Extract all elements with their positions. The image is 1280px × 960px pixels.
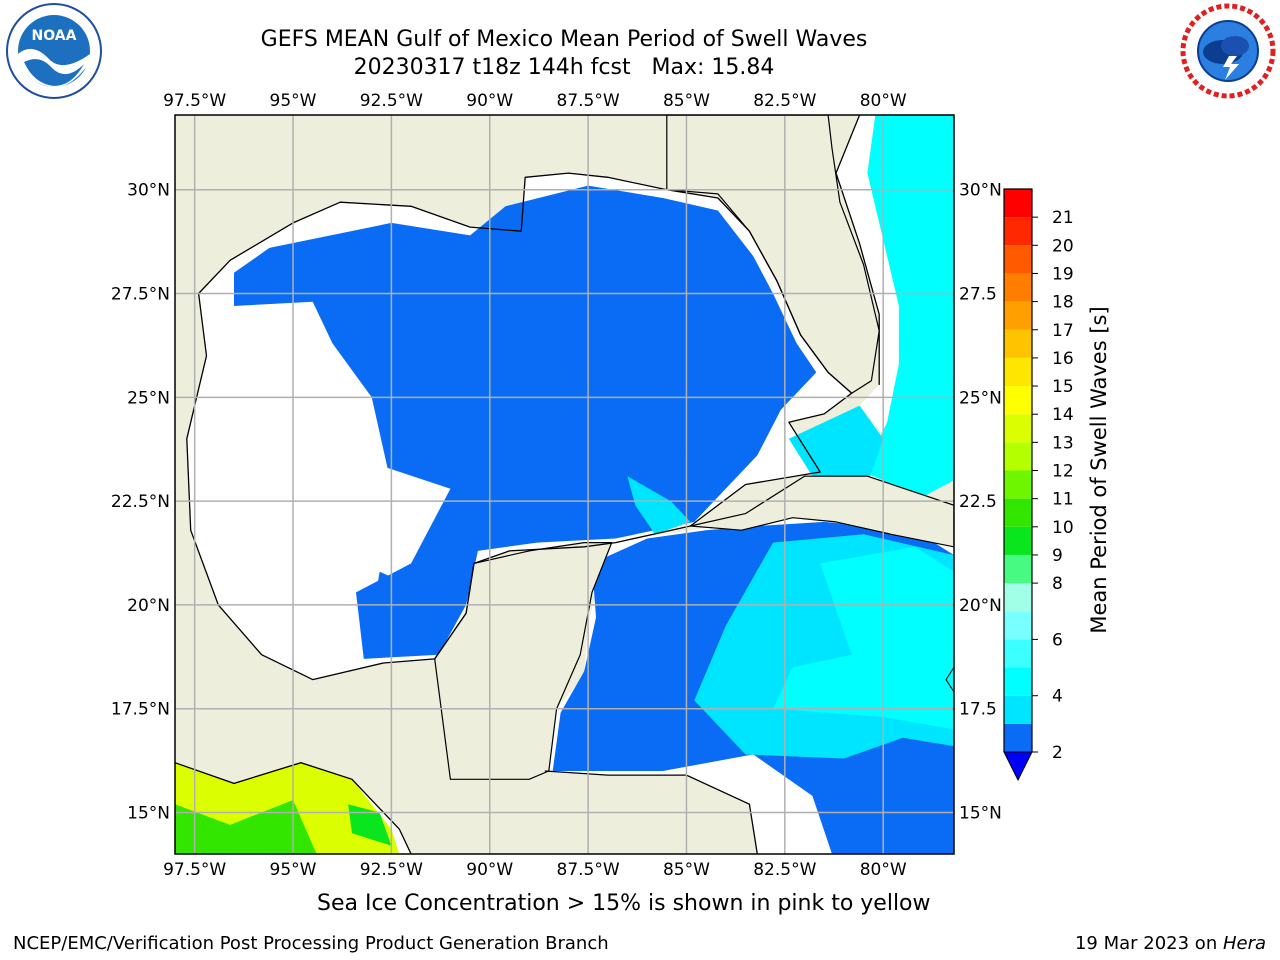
colorbar-swatch	[1004, 217, 1032, 246]
swell-florida-atlantic	[863, 115, 954, 497]
colorbar-label: Mean Period of Swell Waves [s]	[1087, 306, 1111, 633]
colorbar-swatch	[1004, 442, 1032, 471]
x-tick-label-top: 90°W	[466, 91, 513, 111]
map-area	[175, 115, 954, 854]
colorbar-tick-label: 17	[1052, 321, 1074, 341]
colorbar-tick-label: 21	[1052, 208, 1074, 228]
y-tick-label-right: 17.5	[959, 700, 997, 720]
x-tick-label-top: 97.5°W	[163, 91, 226, 111]
colorbar-tick-label: 2	[1052, 743, 1063, 763]
x-tick-label-bottom: 95°W	[270, 860, 317, 880]
x-tick-label-top: 95°W	[270, 91, 317, 111]
x-tick-label-bottom: 87.5°W	[557, 860, 620, 880]
colorbar-tick-label: 11	[1052, 490, 1074, 510]
colorbar-swatch	[1004, 611, 1032, 640]
x-tick-label-bottom: 85°W	[663, 860, 710, 880]
atlantic-coastline	[835, 115, 880, 385]
swell-pacific-coast	[348, 804, 392, 846]
colorbar-swatch	[1004, 667, 1032, 696]
colorbar-swatch	[1004, 386, 1032, 415]
y-tick-label-right: 20°N	[959, 596, 1002, 616]
y-tick-label-right: 30°N	[959, 181, 1002, 201]
x-tick-label-top: 87.5°W	[557, 91, 620, 111]
colorbar-swatch	[1004, 470, 1032, 499]
x-tick-label-bottom: 82.5°W	[753, 860, 816, 880]
y-tick-label-right: 27.5	[959, 285, 997, 305]
swell-campeche	[371, 571, 435, 651]
colorbar-tick-label: 18	[1052, 293, 1074, 313]
footer-producer: NCEP/EMC/Verification Post Processing Pr…	[13, 933, 609, 954]
colorbar-swatch	[1004, 583, 1032, 612]
y-tick-label-left: 15°N	[127, 803, 170, 823]
noaa-logo-text: NOAA	[32, 28, 77, 44]
y-tick-label-left: 25°N	[127, 388, 170, 408]
swell-caribbean-cayman	[773, 546, 954, 730]
colorbar-swatch	[1004, 273, 1032, 302]
footer-date: 19 Mar 2023 on Hera	[1075, 933, 1266, 954]
chart-subtitle: 20230317 t18z 144h fcst Max: 15.84	[353, 55, 775, 80]
colorbar-swatch	[1004, 526, 1032, 555]
colorbar-tick-label: 20	[1052, 236, 1074, 256]
y-tick-label-left: 27.5°N	[111, 285, 170, 305]
colorbar-tick-label: 10	[1052, 518, 1074, 538]
y-tick-label-right: 22.5	[959, 492, 997, 512]
colorbar-tick-label: 13	[1052, 433, 1074, 453]
noaa-logo-icon: NOAA	[2, 2, 106, 104]
colorbar-tick-label: 16	[1052, 349, 1074, 369]
colorbar-swatch	[1004, 245, 1032, 274]
footer-date-text: 19 Mar 2023 on	[1074, 933, 1223, 954]
colorbar: 2 4 6 8 9 10 11 12 13 14 15 16 17 18 19 20 21 Mean Period…	[1003, 188, 1111, 782]
x-tick-label-top: 82.5°W	[753, 91, 816, 111]
nws-logo-icon	[1177, 2, 1279, 104]
colorbar-swatch	[1004, 189, 1032, 218]
x-tick-label-top: 80°W	[860, 91, 907, 111]
y-tick-label-right: 25°N	[959, 388, 1002, 408]
y-tick-label-left: 30°N	[127, 181, 170, 201]
colorbar-swatch	[1004, 498, 1032, 527]
colorbar-swatch	[1004, 329, 1032, 358]
jamaica-coast	[945, 666, 954, 693]
colorbar-swatch	[1004, 554, 1032, 584]
swell-central-gulf	[234, 185, 817, 659]
swell-straits	[788, 405, 884, 485]
map-frame	[174, 114, 955, 855]
gulf-coastline	[186, 172, 853, 681]
y-tick-label-left: 22.5°N	[111, 492, 170, 512]
colorbar-under-triangle	[1003, 751, 1033, 782]
colorbar-swatch	[1004, 723, 1032, 752]
colorbar-tick-label: 12	[1052, 462, 1074, 482]
y-tick-label-left: 20°N	[127, 596, 170, 616]
swell-yucatan-channel	[627, 476, 691, 535]
y-tick-label-left: 17.5°N	[111, 700, 170, 720]
x-tick-label-bottom: 90°W	[466, 860, 513, 880]
colorbar-tick-label: 4	[1052, 687, 1063, 707]
colorbar-tick-label: 14	[1052, 405, 1074, 425]
footer-host: Hera	[1222, 933, 1266, 954]
swell-pacific-green	[175, 800, 317, 854]
swell-central-gulf-inner	[411, 276, 703, 531]
colorbar-tick-label: 8	[1052, 574, 1063, 594]
colorbar-swatch	[1004, 639, 1032, 668]
colorbar-swatch	[1004, 414, 1032, 443]
colorbar-tick-label: 6	[1052, 630, 1063, 650]
colorbar-tick-label: 9	[1052, 546, 1063, 566]
colorbar-swatch	[1004, 301, 1032, 330]
x-tick-label-bottom: 92.5°W	[360, 860, 423, 880]
colorbar-swatch	[1004, 695, 1032, 724]
x-tick-label-bottom: 97.5°W	[163, 860, 226, 880]
chart-title: GEFS MEAN Gulf of Mexico Mean Period of …	[260, 27, 868, 52]
pacific-coastline	[175, 762, 412, 854]
colorbar-tick-label: 19	[1052, 264, 1074, 284]
y-tick-label-right: 15°N	[959, 803, 1002, 823]
colorbar-swatch	[1004, 357, 1032, 387]
x-tick-label-top: 92.5°W	[360, 91, 423, 111]
colorbar-tick-label: 15	[1052, 377, 1074, 397]
x-tick-label-bottom: 80°W	[860, 860, 907, 880]
x-tick-label-top: 85°W	[663, 91, 710, 111]
